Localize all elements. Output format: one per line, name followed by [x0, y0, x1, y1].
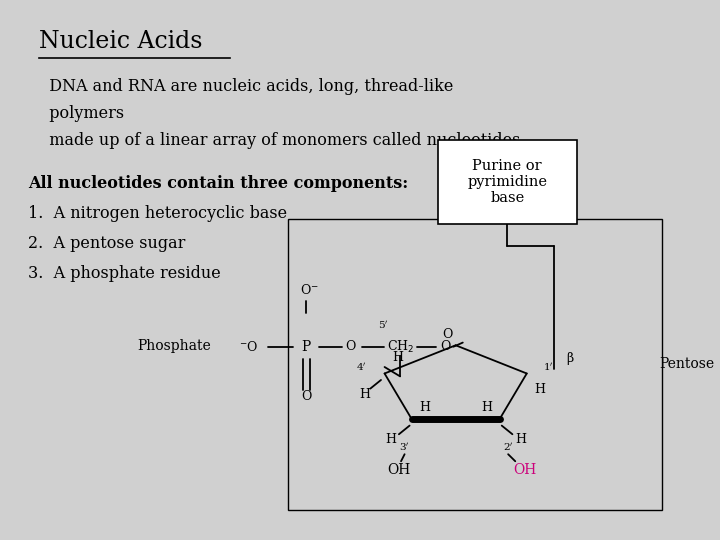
Text: $^{-}$O: $^{-}$O — [240, 340, 259, 354]
Text: 1$'$: 1$'$ — [543, 361, 554, 373]
Text: H: H — [481, 401, 492, 414]
Text: Nucleic Acids: Nucleic Acids — [39, 30, 202, 53]
Text: CH$_{2}$: CH$_{2}$ — [387, 339, 414, 355]
Text: OH: OH — [513, 463, 536, 477]
Text: Phosphate: Phosphate — [138, 339, 211, 353]
Text: made up of a linear array of monomers called nucleotides: made up of a linear array of monomers ca… — [39, 132, 521, 149]
Text: O: O — [301, 390, 311, 403]
Text: Purine or
pyrimidine
base: Purine or pyrimidine base — [467, 159, 547, 205]
Text: 1.  A nitrogen heterocyclic base: 1. A nitrogen heterocyclic base — [29, 205, 287, 222]
Text: DNA and RNA are nucleic acids, long, thread-like: DNA and RNA are nucleic acids, long, thr… — [39, 78, 454, 95]
Text: 3.  A phosphate residue: 3. A phosphate residue — [29, 265, 221, 281]
Text: All nucleotides contain three components:: All nucleotides contain three components… — [29, 176, 409, 192]
Text: O: O — [345, 340, 356, 353]
Text: β: β — [566, 352, 573, 365]
Text: H: H — [516, 433, 526, 446]
Text: O$^{-}$: O$^{-}$ — [300, 283, 319, 297]
Text: H: H — [385, 433, 396, 446]
Text: H: H — [392, 351, 403, 364]
Text: H: H — [534, 383, 545, 396]
Text: 4$'$: 4$'$ — [356, 361, 367, 373]
Text: 2.  A pentose sugar: 2. A pentose sugar — [29, 235, 186, 252]
Text: O: O — [442, 328, 452, 341]
Text: H: H — [359, 388, 370, 401]
Text: H: H — [419, 401, 430, 414]
Text: 2$'$: 2$'$ — [503, 441, 513, 454]
Text: Pentose: Pentose — [660, 357, 715, 372]
Text: O: O — [440, 340, 450, 353]
Bar — [438, 140, 577, 224]
Text: polymers: polymers — [39, 105, 125, 122]
Text: P: P — [302, 340, 311, 354]
Text: 5$'$: 5$'$ — [378, 319, 388, 331]
Text: 3$'$: 3$'$ — [400, 441, 410, 454]
Text: OH: OH — [387, 463, 410, 477]
Bar — [288, 219, 662, 510]
